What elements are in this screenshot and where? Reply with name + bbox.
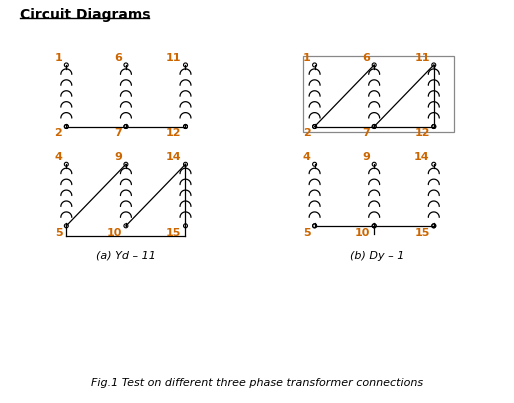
- Text: (a) Yd – 11: (a) Yd – 11: [96, 251, 156, 261]
- Text: 6: 6: [362, 53, 370, 63]
- Text: 2: 2: [303, 129, 310, 139]
- Text: 2: 2: [54, 129, 62, 139]
- Text: 6: 6: [114, 53, 122, 63]
- Text: 7: 7: [114, 129, 122, 139]
- Text: (b) Dy – 1: (b) Dy – 1: [350, 251, 405, 261]
- Text: 1: 1: [303, 53, 310, 63]
- Text: 15: 15: [414, 228, 430, 238]
- Text: 9: 9: [114, 152, 122, 162]
- Text: 7: 7: [362, 129, 370, 139]
- Text: 5: 5: [54, 228, 62, 238]
- Text: 9: 9: [362, 152, 370, 162]
- Text: 4: 4: [303, 152, 310, 162]
- Text: 11: 11: [414, 53, 430, 63]
- Text: Fig.1 Test on different three phase transformer connections: Fig.1 Test on different three phase tran…: [91, 378, 423, 388]
- Text: 15: 15: [166, 228, 181, 238]
- Text: 1: 1: [54, 53, 62, 63]
- Text: 14: 14: [166, 152, 181, 162]
- Text: 10: 10: [106, 228, 122, 238]
- Text: 12: 12: [166, 129, 181, 139]
- Text: 11: 11: [166, 53, 181, 63]
- Text: 10: 10: [355, 228, 370, 238]
- Text: 4: 4: [54, 152, 62, 162]
- Text: 5: 5: [303, 228, 310, 238]
- Text: Circuit Diagrams: Circuit Diagrams: [20, 8, 150, 22]
- Text: 14: 14: [414, 152, 430, 162]
- Text: 12: 12: [414, 129, 430, 139]
- Bar: [303, 56, 454, 133]
